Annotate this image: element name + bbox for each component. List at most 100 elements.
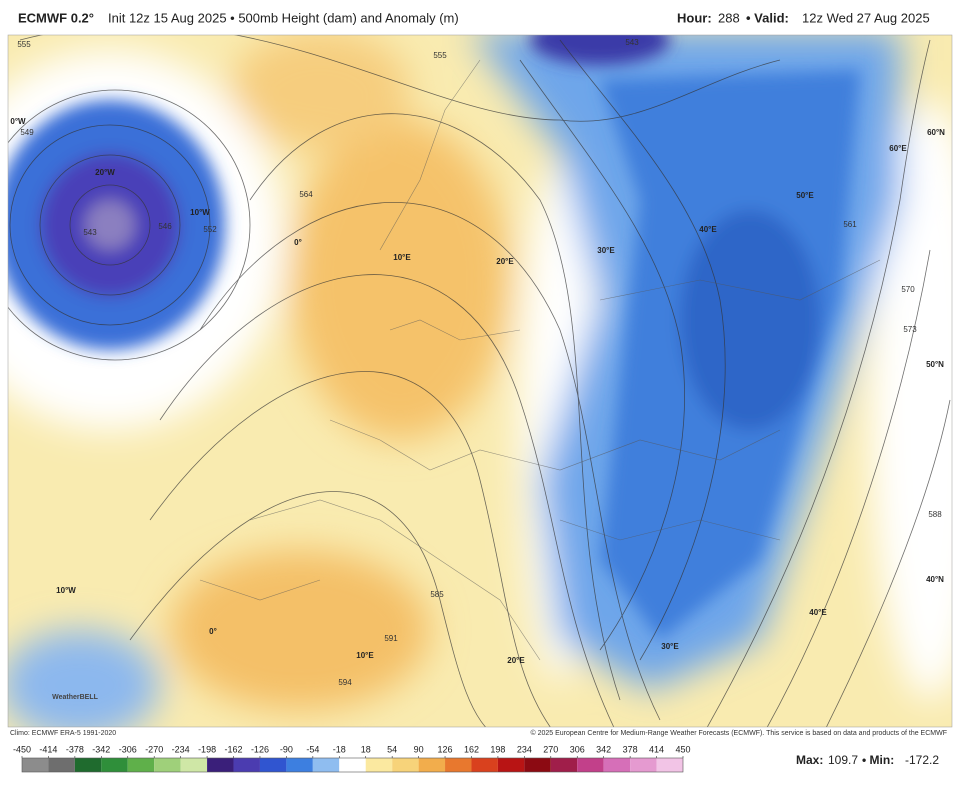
- colorbar-tick-label: 270: [543, 744, 558, 754]
- map-label: 0°W: [10, 117, 26, 126]
- colorbar-tick-label: 378: [623, 744, 638, 754]
- contour-label: 588: [928, 510, 942, 519]
- map-label: 50°E: [796, 191, 814, 200]
- contour-label: 570: [901, 285, 915, 294]
- contour-label: 561: [843, 220, 857, 229]
- colorbar-tick-label: 414: [649, 744, 664, 754]
- colorbar-swatch: [524, 758, 551, 772]
- info: Init 12z 15 Aug 2025 • 500mb Height (dam…: [108, 10, 459, 25]
- valid-label: • Valid:: [746, 10, 789, 25]
- colorbar-tick-label: -126: [251, 744, 269, 754]
- hour-label: Hour:: [677, 10, 712, 25]
- colorbar-swatch: [127, 758, 155, 772]
- colorbar-frame: [21, 757, 684, 773]
- colorbar-swatch: [233, 758, 260, 772]
- contour-label: 543: [83, 228, 97, 237]
- colorbar-tick-label: -18: [333, 744, 346, 754]
- contour-label: 549: [20, 128, 34, 137]
- model: ECMWF 0.2°: [18, 10, 94, 25]
- credit: © 2025 European Centre for Medium-Range …: [530, 729, 947, 737]
- colorbar-swatch: [22, 758, 49, 772]
- colorbar-swatch: [630, 758, 657, 772]
- colorbar-tick-label: -450: [13, 744, 31, 754]
- map-label: 10°W: [56, 586, 76, 595]
- colorbar-tick-label: 54: [387, 744, 397, 754]
- colorbar-swatch: [550, 758, 578, 772]
- colorbar-tick-label: 234: [517, 744, 532, 754]
- map-label: 20°W: [95, 168, 115, 177]
- climo: Climo: ECMWF ERA-5 1991-2020: [10, 730, 116, 737]
- colorbar-tick-label: 342: [596, 744, 611, 754]
- contour-label: 555: [17, 40, 31, 49]
- colorbar-tick-label: -414: [39, 744, 57, 754]
- contour-label: 585: [430, 590, 444, 599]
- map-label: 0°: [209, 627, 217, 636]
- colorbar-tick-label: 198: [490, 744, 505, 754]
- colorbar-tick-label: -306: [119, 744, 137, 754]
- min-label: • Min:: [862, 753, 894, 767]
- colorbar-swatch: [365, 758, 393, 772]
- colorbar-tick-label: -378: [66, 744, 84, 754]
- map-label: 10°W: [190, 208, 210, 217]
- colorbar-swatch: [471, 758, 498, 772]
- contour-label: 552: [203, 225, 217, 234]
- map-label: 40°N: [926, 575, 944, 584]
- contour-label: 591: [384, 634, 398, 643]
- map-label: 40°E: [809, 608, 827, 617]
- colorbar-tick-label: -234: [172, 744, 190, 754]
- max: 109.7: [828, 753, 858, 767]
- map: WeatherBELL 0°W 20°W 10°W 0° 10°E 20°E 30°E 40°…: [8, 35, 952, 727]
- anomaly-core: [8, 35, 860, 640]
- colorbar-tick-label: 450: [675, 744, 690, 754]
- colorbar-swatch: [154, 758, 181, 772]
- colorbar-swatch: [74, 758, 102, 772]
- contour-label: 555: [433, 51, 447, 60]
- map-label: 20°E: [496, 257, 514, 266]
- borders: [199, 59, 881, 661]
- colorbar-swatch: [180, 758, 208, 772]
- map-label: 50°N: [926, 360, 944, 369]
- contour-label: 573: [903, 325, 917, 334]
- colorbar-swatch: [207, 758, 234, 772]
- contour-label: 564: [299, 190, 313, 199]
- colorbar-swatch: [259, 758, 287, 772]
- colorbar-tick-label: -198: [198, 744, 216, 754]
- hour: 288: [718, 10, 740, 25]
- logo: WeatherBELL: [52, 694, 98, 701]
- colorbar-tick-label: 126: [438, 744, 453, 754]
- colorbar-tick-label: 18: [361, 744, 371, 754]
- map-label: 60°E: [889, 144, 907, 153]
- colorbar-tick-label: -342: [92, 744, 110, 754]
- colorbar-tick-label: -162: [225, 744, 243, 754]
- colorbar-tick-label: 162: [464, 744, 479, 754]
- contour-label: 594: [338, 678, 352, 687]
- colorbar-tick-label: 90: [414, 744, 424, 754]
- colorbar-tick-label: -54: [306, 744, 319, 754]
- colorbar-swatch: [603, 758, 631, 772]
- colorbar-tick-label: -90: [280, 744, 293, 754]
- map-label: 30°E: [661, 642, 679, 651]
- colorbar-tick-label: -270: [145, 744, 163, 754]
- colorbar-swatch: [48, 758, 75, 772]
- colorbar-swatch: [418, 758, 446, 772]
- map-label: 10°E: [393, 253, 411, 262]
- colorbar-swatch: [312, 758, 340, 772]
- colorbar-tick-label: 306: [570, 744, 585, 754]
- contour-label: 546: [158, 222, 172, 231]
- map-label: 40°E: [699, 225, 717, 234]
- colorbar-swatch: [577, 758, 604, 772]
- map-label: 0°: [294, 238, 302, 247]
- map-label: 20°E: [507, 656, 525, 665]
- map-label: 30°E: [597, 246, 615, 255]
- colorbar-swatch: [497, 758, 525, 772]
- colorbar-swatch: [656, 758, 683, 772]
- contours: [8, 35, 951, 727]
- max-label: Max:: [796, 753, 823, 767]
- colorbar-swatch: [101, 758, 128, 772]
- contour-label: 543: [625, 38, 639, 47]
- map-frame: [7, 34, 953, 728]
- colorbar-swatch: [339, 758, 366, 772]
